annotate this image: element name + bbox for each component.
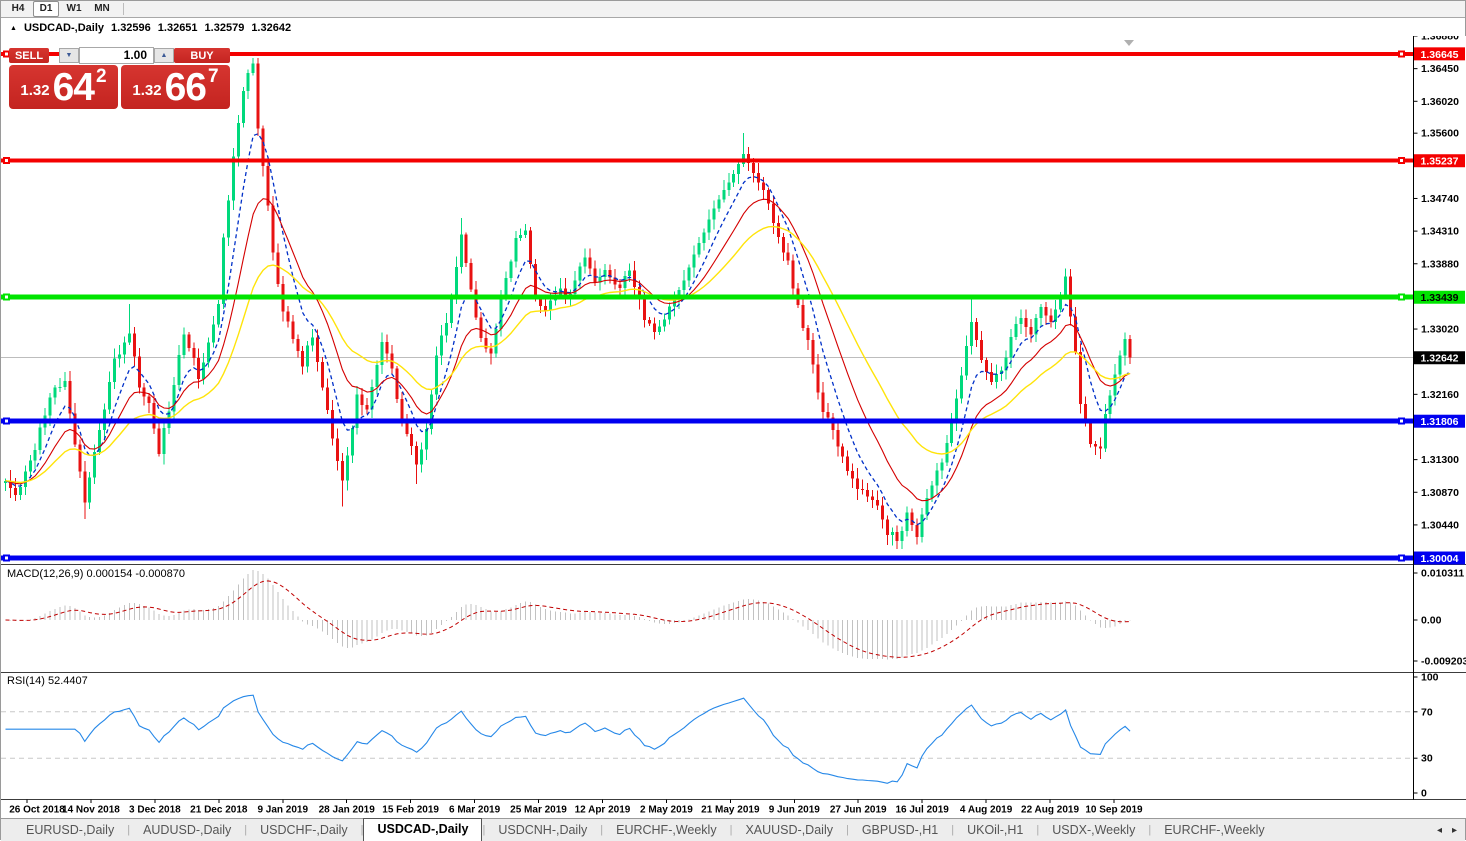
tab-item-gbpusd-h1[interactable]: GBPUSD-,H1: [849, 821, 951, 839]
tab-item-usdchf-daily[interactable]: USDCHF-,Daily: [247, 821, 361, 839]
sell-price-small: 1.32: [20, 82, 49, 99]
date-label: 26 Oct 2018: [9, 805, 65, 816]
timeframe-button-d1[interactable]: D1: [33, 1, 59, 17]
date-label: 25 Mar 2019: [510, 805, 567, 816]
tab-item-ukoil-h1[interactable]: UKOil-,H1: [954, 821, 1036, 839]
ohlc-low: 1.32579: [205, 22, 245, 34]
sell-price-sup: 2: [96, 66, 107, 88]
tab-item-usdcnh-daily[interactable]: USDCNH-,Daily: [485, 821, 600, 839]
macd-axis-label: 0.00: [1421, 615, 1442, 627]
price-tick-label: 1.34310: [1421, 226, 1459, 238]
date-label: 3 Dec 2018: [129, 805, 181, 816]
macd-indicator-label: MACD(12,26,9) 0.000154 -0.000870: [7, 568, 185, 580]
tab-item-usdcad-daily[interactable]: USDCAD-,Daily: [363, 818, 482, 841]
price-tick-label: 1.33880: [1421, 258, 1459, 270]
date-label: 21 Dec 2018: [190, 805, 248, 816]
symbol-title: USDCAD-,Daily: [24, 22, 104, 34]
macd-axis-label: -0.009203: [1421, 656, 1466, 668]
one-click-trade-panel: SELL ▼ 1.00 ▲ BUY 1.32 64 2 1.32 66 7: [9, 43, 230, 109]
price-tick-label: 1.33020: [1421, 324, 1459, 336]
price-tick-label: 1.36880: [1421, 36, 1459, 43]
price-tick-label: 1.32160: [1421, 389, 1459, 401]
svg-text:1.36645: 1.36645: [1421, 49, 1459, 61]
buy-price-sup: 7: [208, 66, 219, 88]
date-label: 2 May 2019: [640, 805, 693, 816]
tab-item-usdx-weekly[interactable]: USDX-,Weekly: [1039, 821, 1148, 839]
rsi-axis-label: 100: [1421, 672, 1439, 684]
price-tick-label: 1.30440: [1421, 519, 1459, 531]
price-tick-label: 1.30870: [1421, 487, 1459, 499]
date-label: 21 May 2019: [701, 805, 760, 816]
ohlc-high: 1.32651: [158, 22, 198, 34]
tab-bar: ◂ ▸ EURUSD-,Daily|AUDUSD-,Daily|USDCHF-,…: [1, 818, 1465, 841]
date-label: 28 Jan 2019: [319, 805, 376, 816]
date-label: 9 Jan 2019: [257, 805, 308, 816]
timeframe-button-mn[interactable]: MN: [89, 1, 115, 17]
date-label: 9 Jun 2019: [769, 805, 821, 816]
price-tick-label: 1.34740: [1421, 193, 1459, 205]
price-tick-label: 1.35600: [1421, 128, 1459, 140]
buy-price-small: 1.32: [132, 82, 161, 99]
rsi-axis-label: 0: [1421, 788, 1427, 800]
date-label: 4 Aug 2019: [960, 805, 1013, 816]
price-tick-label: 1.31300: [1421, 454, 1459, 466]
volume-increase-button[interactable]: ▲: [154, 48, 174, 63]
tab-item-audusd-daily[interactable]: AUDUSD-,Daily: [130, 821, 244, 839]
main-chart: 1.36880 1.36450 1.36020 1.35600 1.34740 1.343…: [1, 36, 1466, 818]
support-line-1[interactable]: [1, 418, 1413, 425]
date-label: 6 Mar 2019: [449, 805, 501, 816]
svg-text:1.30004: 1.30004: [1421, 553, 1459, 565]
date-label: 22 Aug 2019: [1021, 805, 1079, 816]
date-label: 15 Feb 2019: [382, 805, 439, 816]
timeframe-button-w1[interactable]: W1: [61, 1, 87, 17]
tab-scroll-arrows: ◂ ▸: [1437, 825, 1457, 836]
sell-button[interactable]: SELL: [9, 48, 49, 63]
buy-button[interactable]: BUY: [174, 48, 230, 63]
rsi-axis-label: 70: [1421, 706, 1433, 718]
tab-item-eurchf-weekly[interactable]: EURCHF-,Weekly: [603, 821, 729, 839]
date-label: 14 Nov 2018: [62, 805, 120, 816]
volume-input[interactable]: 1.00: [79, 47, 154, 64]
chart-title-bar: ▲ USDCAD-,Daily 1.32596 1.32651 1.32579 …: [1, 20, 298, 36]
buy-price-big: 66: [165, 71, 206, 104]
support-line-2[interactable]: [1, 555, 1413, 562]
sell-price-display[interactable]: 1.32 64 2: [9, 65, 118, 109]
svg-text:1.31806: 1.31806: [1421, 416, 1459, 428]
tab-scroll-right-icon[interactable]: ▸: [1452, 825, 1457, 836]
pivot-line[interactable]: [1, 294, 1413, 301]
date-label: 12 Apr 2019: [575, 805, 631, 816]
price-tick-label: 1.36020: [1421, 96, 1459, 108]
price-tick-label: 1.36450: [1421, 63, 1459, 75]
tab-item-eurchf-weekly[interactable]: EURCHF-,Weekly: [1151, 821, 1277, 839]
svg-text:1.32642: 1.32642: [1421, 353, 1459, 365]
volume-decrease-button[interactable]: ▼: [59, 48, 79, 63]
volume-down-icon: ▼: [66, 52, 73, 59]
svg-text:1.33439: 1.33439: [1421, 292, 1459, 304]
date-label: 10 Sep 2019: [1085, 805, 1143, 816]
date-label: 27 Jun 2019: [830, 805, 887, 816]
rsi-indicator-label: RSI(14) 52.4407: [7, 675, 88, 687]
buy-price-display[interactable]: 1.32 66 7: [121, 65, 230, 109]
toolbar-separator: [123, 3, 124, 15]
date-label: 16 Jul 2019: [895, 805, 949, 816]
svg-text:1.35237: 1.35237: [1421, 156, 1459, 168]
collapse-icon[interactable]: ▲: [10, 25, 17, 32]
tab-item-xauusd-daily[interactable]: XAUUSD-,Daily: [732, 821, 846, 839]
ohlc-open: 1.32596: [111, 22, 151, 34]
sell-price-big: 64: [53, 71, 94, 104]
timeframe-button-h4[interactable]: H4: [5, 1, 31, 17]
rsi-axis-label: 30: [1421, 753, 1433, 765]
volume-up-icon: ▲: [161, 52, 168, 59]
tab-item-eurusd-daily[interactable]: EURUSD-,Daily: [13, 821, 127, 839]
tab-scroll-left-icon[interactable]: ◂: [1437, 825, 1442, 836]
ohlc-close: 1.32642: [251, 22, 291, 34]
macd-axis-label: 0.010311: [1421, 568, 1464, 580]
